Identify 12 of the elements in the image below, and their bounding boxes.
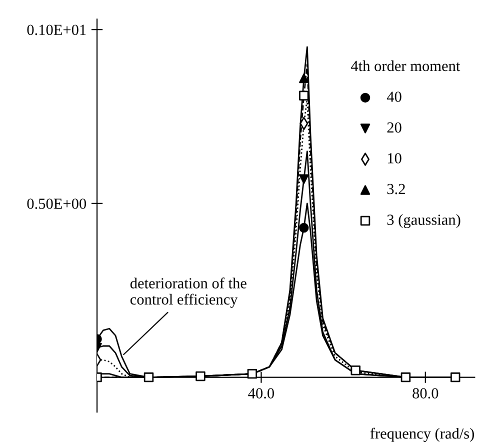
legend-title: 4th order moment: [351, 60, 460, 72]
y-tick-label: 0.10E+01: [27, 24, 86, 36]
annotation: deterioration of the control efficiency: [130, 278, 246, 308]
legend-label: 10: [388, 153, 402, 164]
x-axis-title: frequency (rad/s): [370, 428, 474, 442]
legend-label: 20: [387, 122, 402, 133]
legend-label: 3 (gaussian): [387, 214, 460, 228]
x-tick-label: 40.0: [248, 388, 274, 399]
y-tick-label: 0.50E+00: [27, 198, 86, 209]
x-tick-label: 80.0: [412, 388, 438, 399]
legend-label: 40: [386, 92, 402, 102]
legend-label: 3.2: [387, 184, 405, 194]
